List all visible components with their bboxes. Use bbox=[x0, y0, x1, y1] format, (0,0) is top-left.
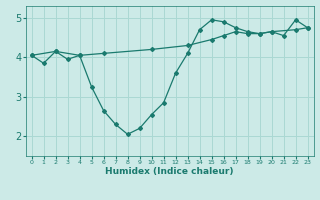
X-axis label: Humidex (Indice chaleur): Humidex (Indice chaleur) bbox=[105, 167, 234, 176]
